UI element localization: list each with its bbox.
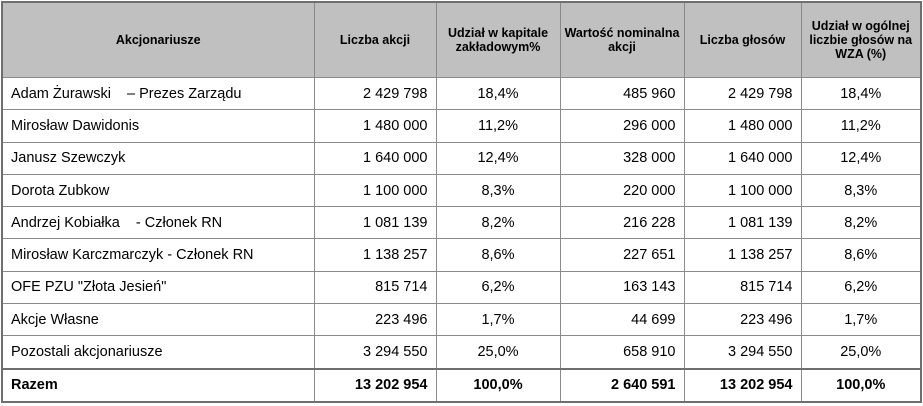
capital-share: 11,2%	[435, 109, 561, 143]
header-votes-count: Liczba głosów	[683, 1, 802, 78]
shareholder-name: Mirosław Karczmarczyk - Członek RN	[1, 238, 315, 272]
table-row: Akcje Własne 223 496 1,7% 44 699 223 496…	[1, 303, 922, 337]
total-votes-count: 13 202 954	[683, 367, 802, 403]
total-shares-count: 13 202 954	[313, 367, 437, 403]
votes-count: 1 138 257	[683, 238, 802, 272]
votes-share: 12,4%	[800, 141, 922, 175]
nominal-value: 296 000	[559, 109, 685, 143]
shares-count: 1 100 000	[313, 173, 437, 208]
header-shareholders: Akcjonariusze	[1, 1, 315, 78]
header-votes-share: Udział w ogólnej liczbie głosów na WZA (…	[800, 1, 922, 78]
shares-count: 1 480 000	[313, 109, 437, 143]
shares-count: 1 081 139	[313, 206, 437, 240]
header-shares-count: Liczba akcji	[313, 1, 437, 78]
nominal-value: 227 651	[559, 238, 685, 272]
total-label: Razem	[1, 367, 315, 403]
votes-count: 223 496	[683, 303, 802, 337]
votes-count: 815 714	[683, 270, 802, 305]
shares-count: 1 138 257	[313, 238, 437, 272]
shareholder-name: Pozostali akcjonariusze	[1, 335, 315, 370]
nominal-value: 485 960	[559, 76, 685, 111]
votes-count: 1 081 139	[683, 206, 802, 240]
table-row: Andrzej Kobiałka - Członek RN 1 081 139 …	[1, 206, 922, 240]
capital-share: 18,4%	[435, 76, 561, 111]
total-nominal-value: 2 640 591	[559, 367, 685, 403]
capital-share: 8,3%	[435, 173, 561, 208]
capital-share: 8,2%	[435, 206, 561, 240]
votes-count: 1 640 000	[683, 141, 802, 175]
total-row: Razem 13 202 954 100,0% 2 640 591 13 202…	[1, 367, 922, 403]
capital-share: 25,0%	[435, 335, 561, 370]
votes-share: 11,2%	[800, 109, 922, 143]
shares-count: 3 294 550	[313, 335, 437, 370]
shareholder-name: Dorota Zubkow	[1, 173, 315, 208]
votes-share: 18,4%	[800, 76, 922, 111]
total-votes-share: 100,0%	[800, 367, 922, 403]
shares-count: 815 714	[313, 270, 437, 305]
capital-share: 12,4%	[435, 141, 561, 175]
votes-share: 25,0%	[800, 335, 922, 370]
shareholder-name: Janusz Szewczyk	[1, 141, 315, 175]
shares-count: 223 496	[313, 303, 437, 337]
nominal-value: 44 699	[559, 303, 685, 337]
votes-share: 1,7%	[800, 303, 922, 337]
table-row: Dorota Zubkow 1 100 000 8,3% 220 000 1 1…	[1, 173, 922, 208]
shareholder-name: Akcje Własne	[1, 303, 315, 337]
table-row: Adam Żurawski – Prezes Zarządu 2 429 798…	[1, 76, 922, 111]
header-nominal-value: Wartość nominalna akcji	[559, 1, 685, 78]
shareholder-name: OFE PZU "Złota Jesień"	[1, 270, 315, 305]
shareholder-name: Mirosław Dawidonis	[1, 109, 315, 143]
header-row: Akcjonariusze Liczba akcji Udział w kapi…	[1, 1, 922, 78]
capital-share: 6,2%	[435, 270, 561, 305]
votes-share: 8,3%	[800, 173, 922, 208]
shares-count: 2 429 798	[313, 76, 437, 111]
nominal-value: 163 143	[559, 270, 685, 305]
nominal-value: 220 000	[559, 173, 685, 208]
capital-share: 1,7%	[435, 303, 561, 337]
nominal-value: 216 228	[559, 206, 685, 240]
header-capital-share: Udział w kapitale zakładowym%	[435, 1, 561, 78]
votes-count: 1 480 000	[683, 109, 802, 143]
votes-share: 8,6%	[800, 238, 922, 272]
votes-share: 8,2%	[800, 206, 922, 240]
shareholder-name: Andrzej Kobiałka - Członek RN	[1, 206, 315, 240]
votes-count: 2 429 798	[683, 76, 802, 111]
table-row: OFE PZU "Złota Jesień" 815 714 6,2% 163 …	[1, 270, 922, 305]
nominal-value: 658 910	[559, 335, 685, 370]
table-row: Mirosław Karczmarczyk - Członek RN 1 138…	[1, 238, 922, 272]
total-capital-share: 100,0%	[435, 367, 561, 403]
table-row: Mirosław Dawidonis 1 480 000 11,2% 296 0…	[1, 109, 922, 143]
nominal-value: 328 000	[559, 141, 685, 175]
votes-share: 6,2%	[800, 270, 922, 305]
votes-count: 1 100 000	[683, 173, 802, 208]
table-row: Janusz Szewczyk 1 640 000 12,4% 328 000 …	[1, 141, 922, 175]
shareholder-name: Adam Żurawski – Prezes Zarządu	[1, 76, 315, 111]
shares-count: 1 640 000	[313, 141, 437, 175]
capital-share: 8,6%	[435, 238, 561, 272]
votes-count: 3 294 550	[683, 335, 802, 370]
table-row: Pozostali akcjonariusze 3 294 550 25,0% …	[1, 335, 922, 370]
